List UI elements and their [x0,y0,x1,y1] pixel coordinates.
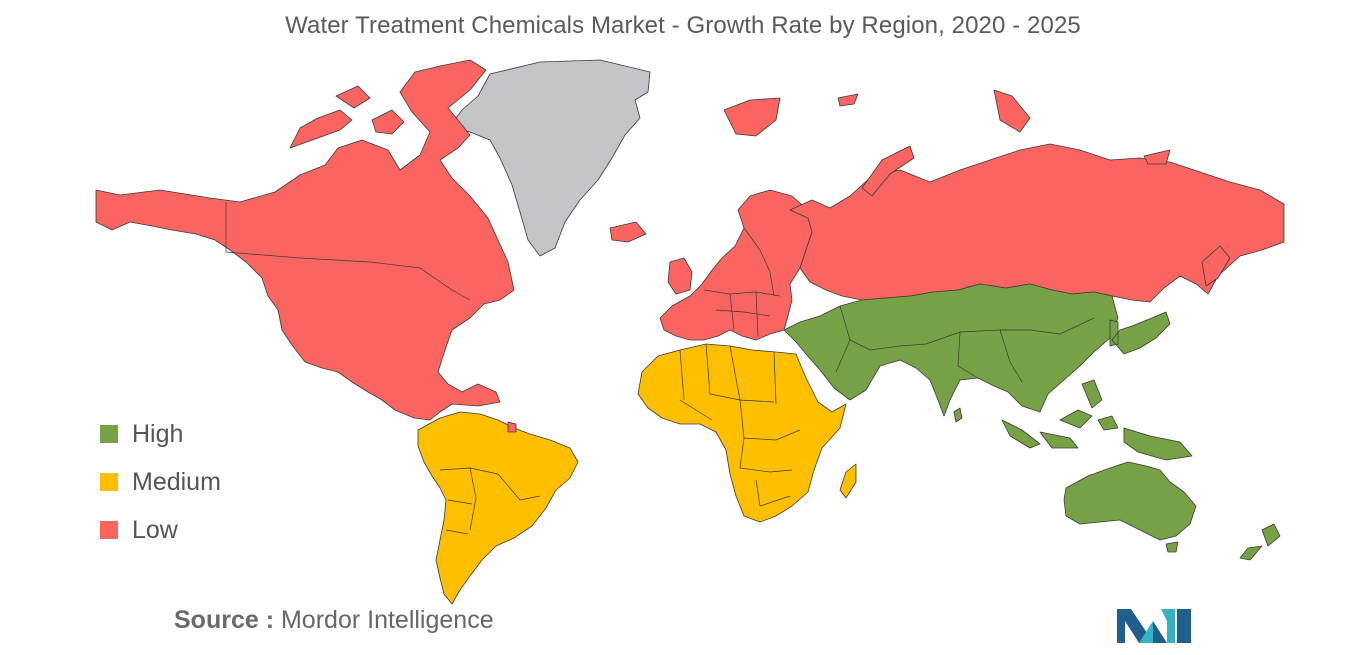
source-line: Source : Mordor Intelligence [174,606,494,635]
region-tasmania [1165,541,1179,553]
region-uk-ireland [667,257,693,295]
africa-borders [679,343,801,507]
us-canada-border [225,202,471,301]
chart-title: Water Treatment Chemicals Market - Growt… [285,12,1081,39]
region-iceland [609,221,647,243]
region-madagascar [839,463,857,499]
region-canada-islands [289,85,405,149]
region-africa [637,343,847,523]
south-america-borders [439,467,541,535]
asia-borders [835,305,1095,383]
region-kamchatka [1143,149,1231,287]
region-new-zealand [1239,523,1281,561]
legend-swatch-low [100,521,118,539]
region-japan-korea [1109,311,1171,355]
legend-item-medium: Medium [100,458,221,506]
source-prefix: Source : [174,606,275,634]
legend-label-low: Low [132,515,178,544]
region-french-guiana [507,421,517,433]
region-australia [1063,461,1197,541]
legend-item-high: High [100,410,221,458]
region-asia [783,283,1119,417]
region-south-america [417,411,579,605]
legend-swatch-high [100,425,118,443]
legend-item-low: Low [100,506,221,554]
mordor-intelligence-logo-icon [1117,609,1191,643]
region-svalbard [723,93,859,137]
region-north-america [95,59,515,421]
region-southeast-asia-islands [1001,379,1193,461]
legend: High Medium Low [100,410,221,554]
legend-swatch-medium [100,473,118,491]
legend-label-medium: Medium [132,467,221,496]
legend-label-high: High [132,419,184,448]
europe-borders [703,227,781,337]
region-severnaya-zemlya [993,89,1031,133]
region-sri-lanka [953,407,963,423]
region-novaya-zemlya [861,145,915,197]
source-text: Mordor Intelligence [280,606,494,634]
